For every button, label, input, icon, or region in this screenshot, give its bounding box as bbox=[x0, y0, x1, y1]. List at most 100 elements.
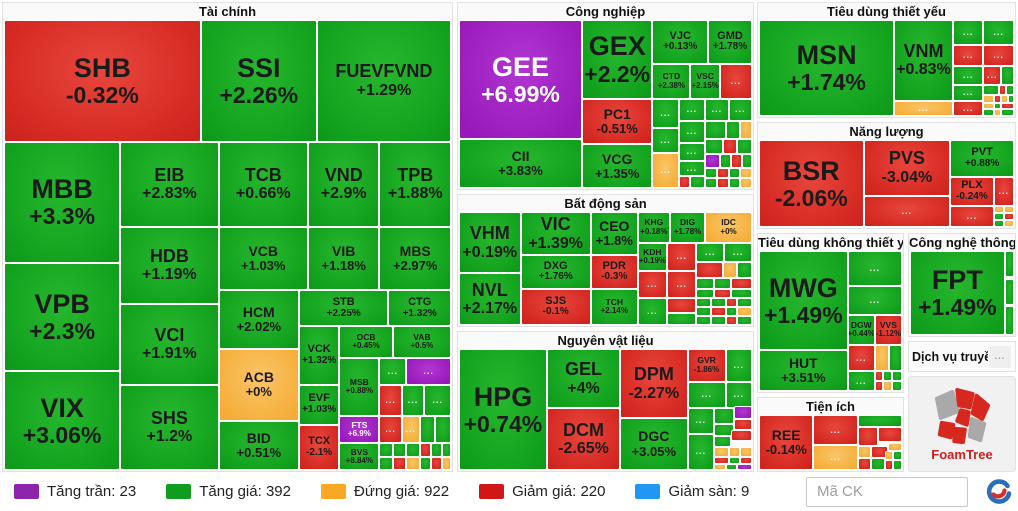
tile-vnd[interactable]: VND +2.9% bbox=[307, 141, 380, 227]
tile-cell[interactable] bbox=[857, 415, 902, 428]
tile-cell[interactable]: ... bbox=[950, 206, 994, 227]
tile-hut[interactable]: HUT +3.51% bbox=[759, 350, 848, 391]
tile-cell[interactable]: ... bbox=[863, 195, 951, 227]
sector-title-nguyen-vat-lieu[interactable]: Nguyên vật liệu bbox=[557, 333, 654, 348]
tile-cell[interactable] bbox=[696, 288, 714, 298]
tile-vsc[interactable]: VSC +2.15% bbox=[690, 63, 720, 99]
tile-cell[interactable] bbox=[857, 458, 871, 470]
tile-nvl[interactable]: NVL +2.17% bbox=[459, 273, 521, 325]
tile-gex[interactable]: GEX +2.2% bbox=[582, 20, 653, 99]
tile-cell[interactable] bbox=[696, 277, 714, 289]
tile-cell[interactable]: ... bbox=[687, 381, 726, 409]
tile-cell[interactable]: ... bbox=[847, 371, 875, 391]
tile-cell[interactable]: ... bbox=[687, 433, 714, 470]
tile-ssi[interactable]: SSI +2.26% bbox=[200, 20, 317, 142]
tile-cell[interactable] bbox=[728, 177, 741, 188]
tile-cell[interactable] bbox=[722, 261, 738, 278]
tile-cell[interactable]: ... bbox=[637, 270, 668, 298]
tile-cell[interactable] bbox=[1001, 66, 1014, 86]
tile-cell[interactable]: ... bbox=[952, 44, 984, 67]
tile-cell[interactable]: ... bbox=[988, 344, 1012, 369]
tile-tcb[interactable]: TCB +0.66% bbox=[218, 141, 308, 227]
tile-cell[interactable] bbox=[731, 288, 752, 298]
tile-cell[interactable] bbox=[713, 456, 729, 464]
tile-cell[interactable] bbox=[731, 430, 752, 441]
tile-cell[interactable] bbox=[874, 344, 890, 372]
tile-mbb[interactable]: MBB +3.3% bbox=[4, 141, 121, 263]
tile-bid[interactable]: BID +0.51% bbox=[218, 420, 299, 470]
tile-cell[interactable] bbox=[983, 94, 994, 103]
tile-cell[interactable] bbox=[887, 442, 902, 452]
tile-cell[interactable]: ... bbox=[637, 297, 668, 325]
sector-title-bat-dong-san[interactable]: Bất động sản bbox=[564, 196, 647, 211]
tile-cell[interactable]: ... bbox=[847, 286, 902, 316]
tile-cell[interactable] bbox=[737, 463, 752, 470]
tile-cell[interactable] bbox=[430, 443, 443, 457]
tile-vpb[interactable]: VPB +2.3% bbox=[4, 263, 121, 371]
tile-cell[interactable] bbox=[737, 306, 752, 316]
tile-gee[interactable]: GEE +6.99% bbox=[459, 20, 583, 140]
tile-cell[interactable]: ... bbox=[983, 20, 1014, 45]
tile-tcx[interactable]: TCX -2.1% bbox=[299, 425, 340, 470]
tile-acb[interactable]: ACB +0% bbox=[218, 348, 299, 421]
tile-stb[interactable]: STB +2.25% bbox=[299, 290, 389, 326]
tile-pvs[interactable]: PVS -3.04% bbox=[863, 140, 951, 196]
tile-vnm[interactable]: VNM +0.83% bbox=[894, 20, 953, 101]
tile-cell[interactable] bbox=[406, 443, 420, 457]
tile-idc[interactable]: IDC +0% bbox=[705, 212, 752, 243]
tile-cell[interactable] bbox=[419, 443, 431, 457]
tile-pvt[interactable]: PVT +0.88% bbox=[950, 140, 1014, 178]
tile-ctg[interactable]: CTG +1.32% bbox=[388, 290, 451, 326]
tile-cell[interactable] bbox=[1006, 85, 1014, 95]
tile-cell[interactable]: ... bbox=[406, 357, 451, 385]
tile-plx[interactable]: PLX -0.24% bbox=[950, 177, 994, 207]
tile-cell[interactable] bbox=[713, 288, 732, 298]
tile-cell[interactable] bbox=[419, 416, 436, 443]
sector-title-tai-chinh[interactable]: Tài chính bbox=[198, 4, 257, 19]
ticker-search-input[interactable] bbox=[806, 476, 968, 507]
tile-cell[interactable]: ... bbox=[401, 384, 425, 416]
tile-tch[interactable]: TCH +2.14% bbox=[590, 288, 638, 325]
tile-cell[interactable] bbox=[430, 456, 443, 470]
tile-tpb[interactable]: TPB +1.88% bbox=[379, 141, 451, 227]
tile-cell[interactable] bbox=[713, 436, 732, 447]
tile-cell[interactable]: ... bbox=[719, 63, 752, 99]
tile-cell[interactable] bbox=[725, 463, 738, 470]
tile-cell[interactable]: ... bbox=[652, 152, 679, 188]
tile-cell[interactable]: ... bbox=[379, 384, 402, 416]
tile-cell[interactable]: ... bbox=[724, 242, 752, 262]
tile-bvs[interactable]: BVS +8.84% bbox=[339, 443, 380, 470]
tile-cell[interactable] bbox=[731, 277, 752, 289]
tile-eib[interactable]: EIB +2.83% bbox=[120, 141, 219, 227]
tile-ree[interactable]: REE -0.14% bbox=[759, 415, 814, 470]
tile-vic[interactable]: VIC +1.39% bbox=[520, 212, 591, 255]
tile-cell[interactable] bbox=[857, 427, 878, 447]
tile-cell[interactable] bbox=[1004, 278, 1014, 305]
tile-cell[interactable] bbox=[737, 315, 752, 325]
tile-vci[interactable]: VCI +1.91% bbox=[120, 303, 219, 385]
tile-cell[interactable] bbox=[891, 371, 902, 382]
tile-cell[interactable]: ... bbox=[894, 100, 953, 116]
tile-cell[interactable] bbox=[728, 167, 741, 178]
tile-cell[interactable] bbox=[874, 371, 884, 382]
tile-cell[interactable]: ... bbox=[847, 344, 875, 372]
tile-cell[interactable]: ... bbox=[424, 384, 451, 416]
tile-cell[interactable] bbox=[705, 120, 726, 140]
tile-khg[interactable]: KHG +0.18% bbox=[637, 212, 670, 243]
tile-cell[interactable]: ... bbox=[983, 66, 1002, 86]
tile-cell[interactable]: ... bbox=[705, 98, 729, 121]
sector-title-tieu-dung-thiet-yeu[interactable]: Tiêu dùng thiết yếu bbox=[827, 4, 946, 19]
tile-cii[interactable]: CII +3.83% bbox=[459, 139, 583, 188]
tile-cell[interactable] bbox=[1004, 251, 1014, 278]
tile-vcb[interactable]: VCB +1.03% bbox=[218, 227, 308, 290]
tile-cell[interactable] bbox=[993, 220, 1004, 227]
tile-fts[interactable]: FTS +6.9% bbox=[339, 416, 380, 443]
tile-cell[interactable]: ... bbox=[667, 270, 697, 298]
tile-vix[interactable]: VIX +3.06% bbox=[4, 371, 121, 470]
sector-title-nang-luong[interactable]: Năng lượng bbox=[849, 124, 924, 139]
tile-cell[interactable] bbox=[737, 261, 752, 278]
tile-cell[interactable] bbox=[983, 109, 994, 116]
tile-vib[interactable]: VIB +1.18% bbox=[307, 227, 380, 290]
tile-dxg[interactable]: DXG +1.76% bbox=[520, 254, 591, 289]
tile-cell[interactable]: ... bbox=[667, 242, 697, 271]
